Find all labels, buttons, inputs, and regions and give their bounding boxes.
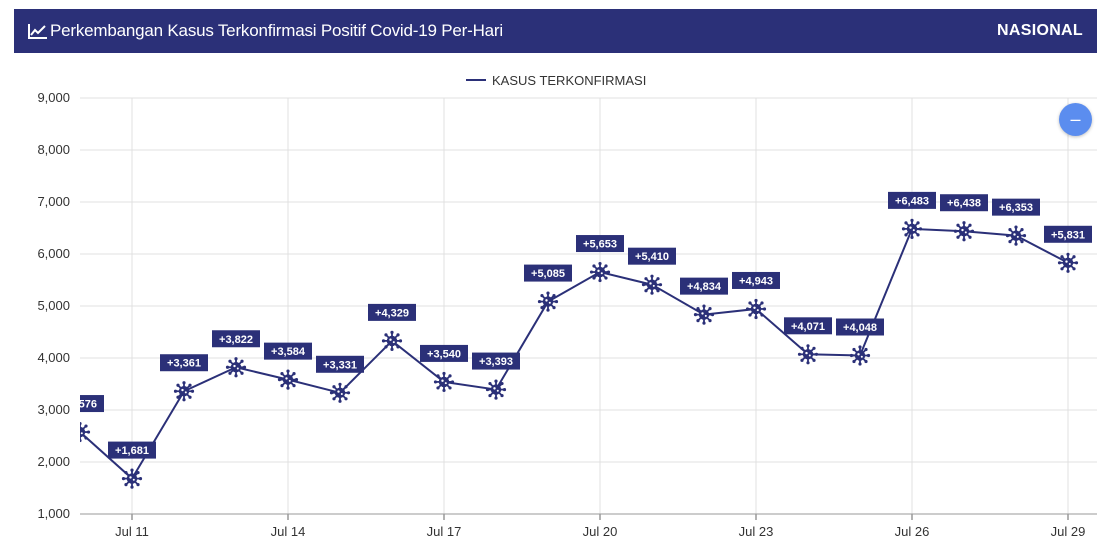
- y-tick-label: 8,000: [37, 142, 70, 157]
- data-label-text: +5,085: [531, 268, 565, 280]
- virus-marker-icon: [277, 369, 299, 390]
- data-label: +4,834: [680, 277, 728, 295]
- data-label: +5,410: [628, 247, 676, 265]
- virus-marker-icon: [953, 221, 975, 242]
- data-label-text: +4,071: [791, 321, 825, 333]
- data-label: +3,361: [160, 354, 208, 372]
- data-label-text: +3,540: [427, 348, 461, 360]
- virus-marker-icon: [1005, 225, 1027, 246]
- y-tick-label: 3,000: [37, 402, 70, 417]
- virus-marker-icon: [1057, 252, 1079, 273]
- data-label-text: +3,393: [479, 356, 513, 368]
- y-tick-label: 5,000: [37, 298, 70, 313]
- data-label-text: +5,653: [583, 239, 617, 251]
- y-tick-label: 9,000: [37, 90, 70, 105]
- virus-marker-icon: [797, 344, 819, 365]
- region-label: NASIONAL: [997, 22, 1083, 39]
- data-label: +6,483: [888, 191, 936, 209]
- data-label: +4,329: [368, 303, 416, 321]
- virus-marker-icon: [173, 381, 195, 402]
- virus-marker-icon: [641, 274, 663, 295]
- page-title: Perkembangan Kasus Terkonfirmasi Positif…: [50, 21, 503, 40]
- y-tick-label: 4,000: [37, 350, 70, 365]
- virus-marker-icon: [225, 357, 247, 378]
- data-label: +5,085: [524, 264, 572, 282]
- data-label: +3,584: [264, 342, 312, 360]
- data-label: +6,438: [940, 194, 988, 212]
- data-label: +3,822: [212, 330, 260, 348]
- data-label-text: +3,331: [323, 359, 357, 371]
- virus-marker-icon: [849, 345, 871, 366]
- data-label-text: +2,576: [63, 399, 97, 411]
- legend-label: KASUS TERKONFIRMASI: [492, 73, 646, 88]
- y-tick-label: 1,000: [37, 506, 70, 521]
- y-tick-label: 6,000: [37, 246, 70, 261]
- data-label-text: +4,329: [375, 307, 409, 319]
- virus-marker-icon: [537, 291, 559, 312]
- data-label-text: +4,834: [687, 281, 722, 293]
- series-line: [80, 227, 1069, 481]
- data-label-text: +4,048: [843, 322, 877, 334]
- data-label: +3,540: [420, 344, 468, 362]
- virus-marker-icon: [693, 304, 715, 325]
- x-tick-label: Jul 23: [739, 524, 774, 539]
- virus-marker-icon: [80, 421, 91, 443]
- data-label-text: +5,410: [635, 251, 669, 263]
- collapse-button[interactable]: –: [1059, 103, 1092, 136]
- x-tick-label: Jul 11: [115, 524, 149, 539]
- x-tick-label: Jul 14: [271, 524, 306, 539]
- data-label-text: +5,831: [1051, 229, 1085, 241]
- virus-marker-icon: [121, 468, 143, 489]
- data-label: +2,576: [63, 395, 104, 413]
- header-title-group: Perkembangan Kasus Terkonfirmasi Positif…: [28, 21, 503, 41]
- data-label: +1,681: [108, 441, 156, 459]
- data-label-text: +3,584: [271, 346, 306, 358]
- virus-marker-icon: [485, 379, 507, 400]
- y-tick-label: 7,000: [37, 194, 70, 209]
- x-tick-label: Jul 29: [1051, 524, 1086, 539]
- virus-marker-icon: [329, 382, 351, 403]
- data-label: +4,071: [784, 317, 832, 335]
- virus-marker-icon: [589, 261, 611, 283]
- x-tick-label: Jul 26: [895, 524, 930, 539]
- data-label: +5,831: [1044, 225, 1092, 243]
- data-label-text: +6,353: [999, 202, 1033, 214]
- virus-marker-icon: [381, 330, 403, 351]
- series-group: +2,576 +1,681 +3,361 +3,822 +3,584 +3,331 +4,3…: [63, 191, 1092, 489]
- data-label: +4,943: [732, 271, 780, 289]
- data-label-text: +6,438: [947, 198, 981, 210]
- data-label-text: +3,822: [219, 334, 253, 346]
- data-label: +5,653: [576, 235, 624, 253]
- line-chart-icon: [28, 24, 47, 39]
- data-label-text: +1,681: [115, 445, 149, 457]
- chart-header: Perkembangan Kasus Terkonfirmasi Positif…: [14, 9, 1097, 53]
- data-label: +3,331: [316, 355, 364, 373]
- data-label-text: +3,361: [167, 358, 201, 370]
- virus-marker-icon: [433, 371, 455, 393]
- x-tick-label: Jul 17: [427, 524, 462, 539]
- virus-marker-icon: [901, 218, 923, 239]
- x-tick-label: Jul 20: [583, 524, 618, 539]
- data-label: +3,393: [472, 352, 520, 370]
- data-label: +4,048: [836, 318, 884, 336]
- data-label-text: +6,483: [895, 195, 929, 207]
- data-label: +6,353: [992, 198, 1040, 216]
- virus-marker-icon: [745, 298, 767, 320]
- data-label-text: +4,943: [739, 275, 773, 287]
- minus-icon: –: [1070, 109, 1081, 129]
- y-tick-label: 2,000: [37, 454, 70, 469]
